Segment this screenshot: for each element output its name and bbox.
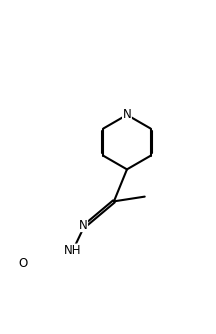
Text: N: N	[122, 108, 131, 121]
Text: N: N	[79, 218, 87, 231]
Text: O: O	[18, 257, 27, 270]
Text: NH: NH	[64, 244, 81, 257]
